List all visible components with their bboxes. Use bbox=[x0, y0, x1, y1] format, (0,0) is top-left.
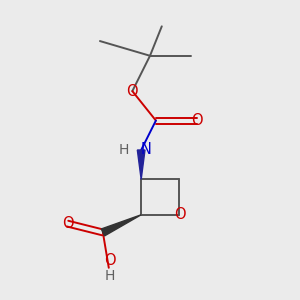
Polygon shape bbox=[137, 150, 145, 179]
Text: H: H bbox=[105, 269, 116, 283]
Text: O: O bbox=[191, 113, 203, 128]
Polygon shape bbox=[101, 215, 141, 236]
Text: H: H bbox=[119, 143, 129, 157]
Text: N: N bbox=[141, 142, 152, 158]
Text: O: O bbox=[127, 84, 138, 99]
Text: O: O bbox=[174, 207, 185, 222]
Text: O: O bbox=[104, 253, 116, 268]
Text: O: O bbox=[62, 216, 74, 231]
